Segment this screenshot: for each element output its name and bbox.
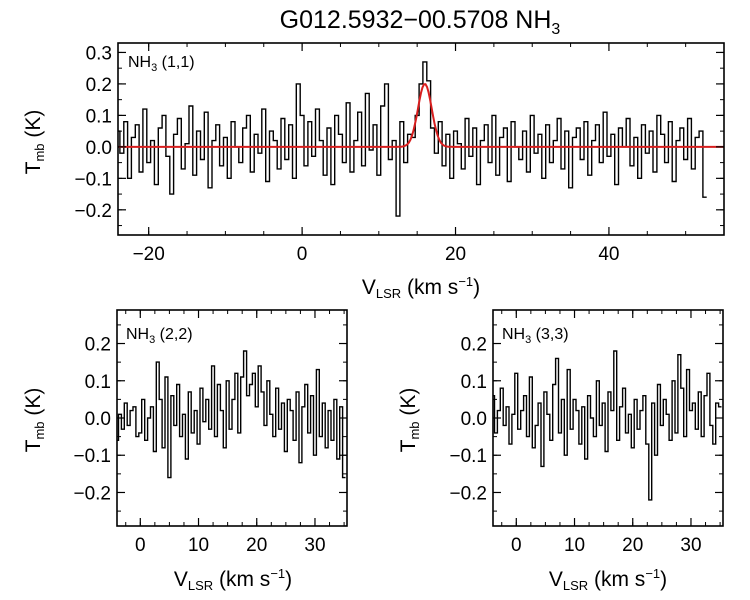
plot-frame	[117, 42, 725, 236]
panel-label: NH3 (1,1)	[128, 54, 195, 74]
fit-line	[118, 83, 724, 148]
panel-nh3-22: NH3 (2,2) VLSR (km s−1) Tmb (K) 0 10 20 30 −…	[22, 309, 348, 593]
panel-label: NH3 (2,2)	[126, 326, 193, 346]
x-tick-label: 20	[246, 535, 267, 556]
y-tick-label: 0.0	[85, 409, 111, 430]
x-axis-title: VLSR (km s−1)	[549, 566, 667, 593]
spectrum-line	[117, 350, 346, 479]
y-tick-label: −0.1	[449, 446, 487, 467]
x-axis-title: VLSR (km s−1)	[174, 566, 292, 593]
x-tick-label: 30	[304, 535, 325, 556]
x-tick-label: 0	[135, 535, 146, 556]
panel-nh3-11: NH3 (1,1) VLSR (km s−1) Tmb (K) −20 0 20 40…	[22, 42, 725, 301]
x-axis-title: VLSR (km s−1)	[362, 274, 480, 301]
x-tick-label: 30	[680, 535, 701, 556]
x-tick-label: 10	[188, 535, 209, 556]
y-axis-title: Tmb (K)	[22, 388, 47, 453]
y-tick-label: 0.1	[85, 372, 111, 393]
x-tick-label: 0	[511, 535, 522, 556]
y-tick-label: 0.2	[85, 335, 111, 356]
y-tick-label: 0.0	[461, 409, 487, 430]
y-tick-label: −0.2	[73, 483, 111, 504]
y-tick-label: 0.3	[86, 43, 112, 64]
panel-label: NH3 (3,3)	[502, 326, 569, 346]
y-tick-label: −0.1	[74, 169, 112, 190]
y-axis-title: Tmb (K)	[22, 110, 47, 175]
spectrum-line	[493, 350, 722, 501]
figure-title: G012.5932−00.5708 NH3	[280, 6, 561, 38]
x-tick-label: −20	[133, 244, 165, 265]
y-tick-label: 0.0	[86, 138, 112, 159]
y-tick-label: −0.2	[449, 483, 487, 504]
y-tick-label: −0.1	[73, 446, 111, 467]
panel-nh3-33: NH3 (3,3) VLSR (km s−1) Tmb (K) 0 10 20 30 −…	[397, 309, 724, 593]
x-tick-label: 10	[564, 535, 585, 556]
y-tick-label: 0.2	[86, 75, 112, 96]
x-tick-label: 20	[445, 244, 466, 265]
y-axis-title: Tmb (K)	[397, 388, 422, 453]
y-tick-label: 0.2	[461, 335, 487, 356]
x-tick-label: 40	[598, 244, 619, 265]
y-tick-label: 0.1	[461, 372, 487, 393]
x-tick-label: 20	[622, 535, 643, 556]
y-tick-label: −0.2	[74, 201, 112, 222]
x-tick-label: 0	[297, 244, 308, 265]
y-tick-label: 0.1	[86, 106, 112, 127]
